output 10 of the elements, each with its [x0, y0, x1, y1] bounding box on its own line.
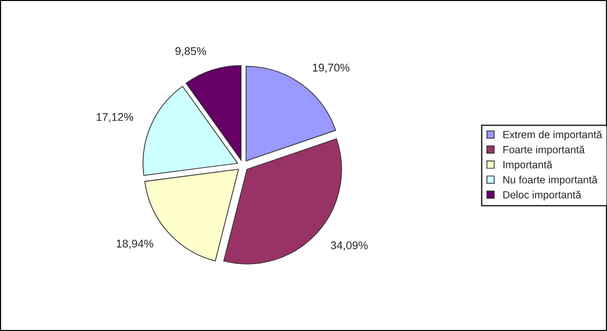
data-label: 34,09% — [330, 241, 368, 251]
legend-label: Importantă — [504, 160, 552, 170]
data-label: 18,94% — [116, 240, 154, 249]
legend-label: Deloc importantă — [503, 190, 582, 201]
data-label: 17,12% — [96, 113, 134, 122]
legend-label: Extrem de importantă — [503, 130, 602, 140]
data-label: 19,70% — [312, 64, 350, 73]
data-label: 9,85% — [175, 47, 206, 56]
legend-label: Foarte importantă — [503, 146, 585, 156]
legend-label: Nu foarte importantă — [503, 176, 598, 186]
